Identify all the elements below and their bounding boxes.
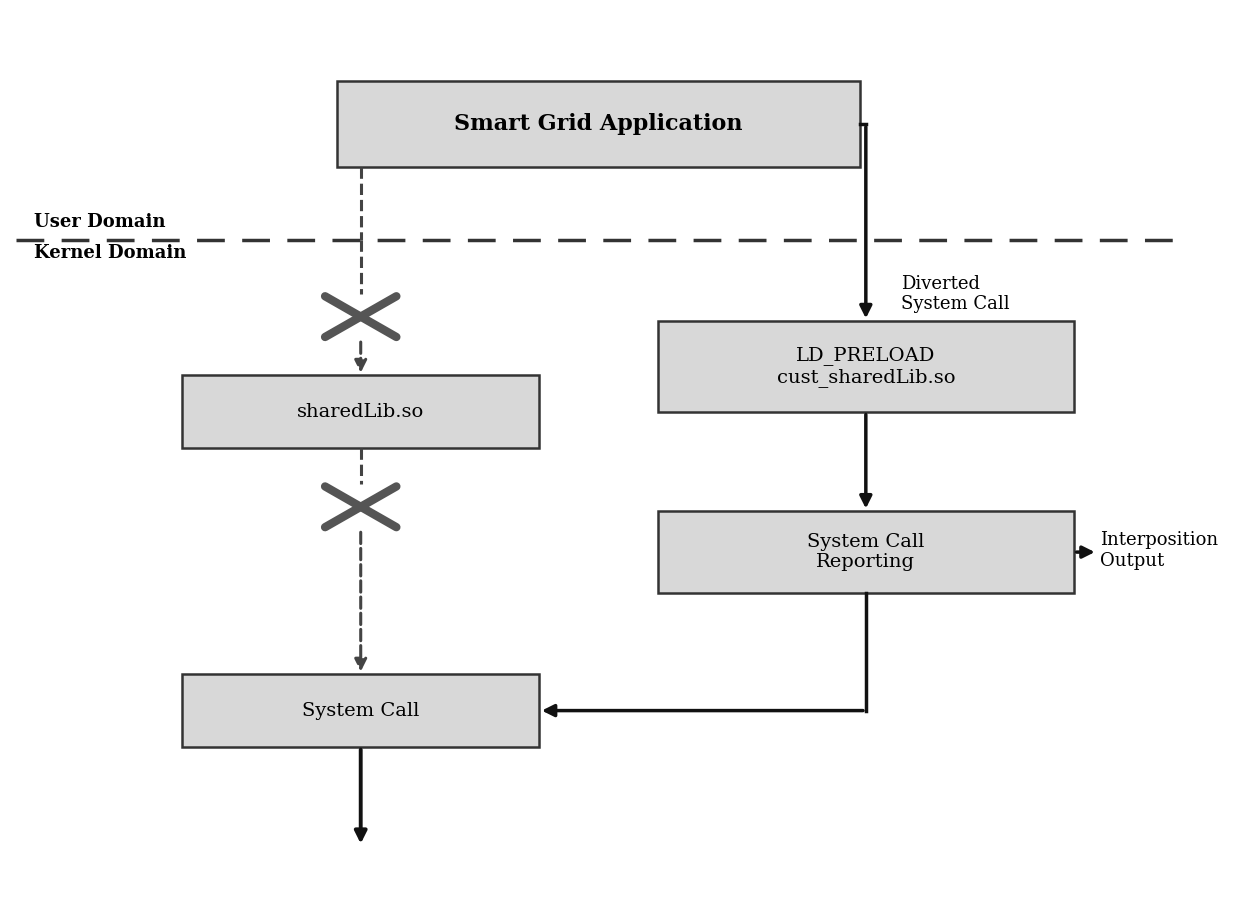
FancyBboxPatch shape (182, 675, 539, 747)
Text: LD_PRELOAD
cust_sharedLib.so: LD_PRELOAD cust_sharedLib.so (776, 346, 955, 387)
Text: Diverted
System Call: Diverted System Call (901, 274, 1011, 314)
Text: User Domain: User Domain (33, 213, 165, 230)
Text: Kernel Domain: Kernel Domain (33, 244, 186, 262)
FancyBboxPatch shape (658, 511, 1074, 593)
FancyBboxPatch shape (658, 321, 1074, 411)
FancyBboxPatch shape (182, 376, 539, 448)
Text: System Call
Reporting: System Call Reporting (807, 533, 925, 571)
FancyBboxPatch shape (337, 81, 859, 167)
Text: Interposition
Output: Interposition Output (1100, 531, 1218, 569)
Text: System Call: System Call (303, 702, 419, 719)
Text: Smart Grid Application: Smart Grid Application (454, 113, 743, 135)
Text: sharedLib.so: sharedLib.so (298, 403, 424, 420)
